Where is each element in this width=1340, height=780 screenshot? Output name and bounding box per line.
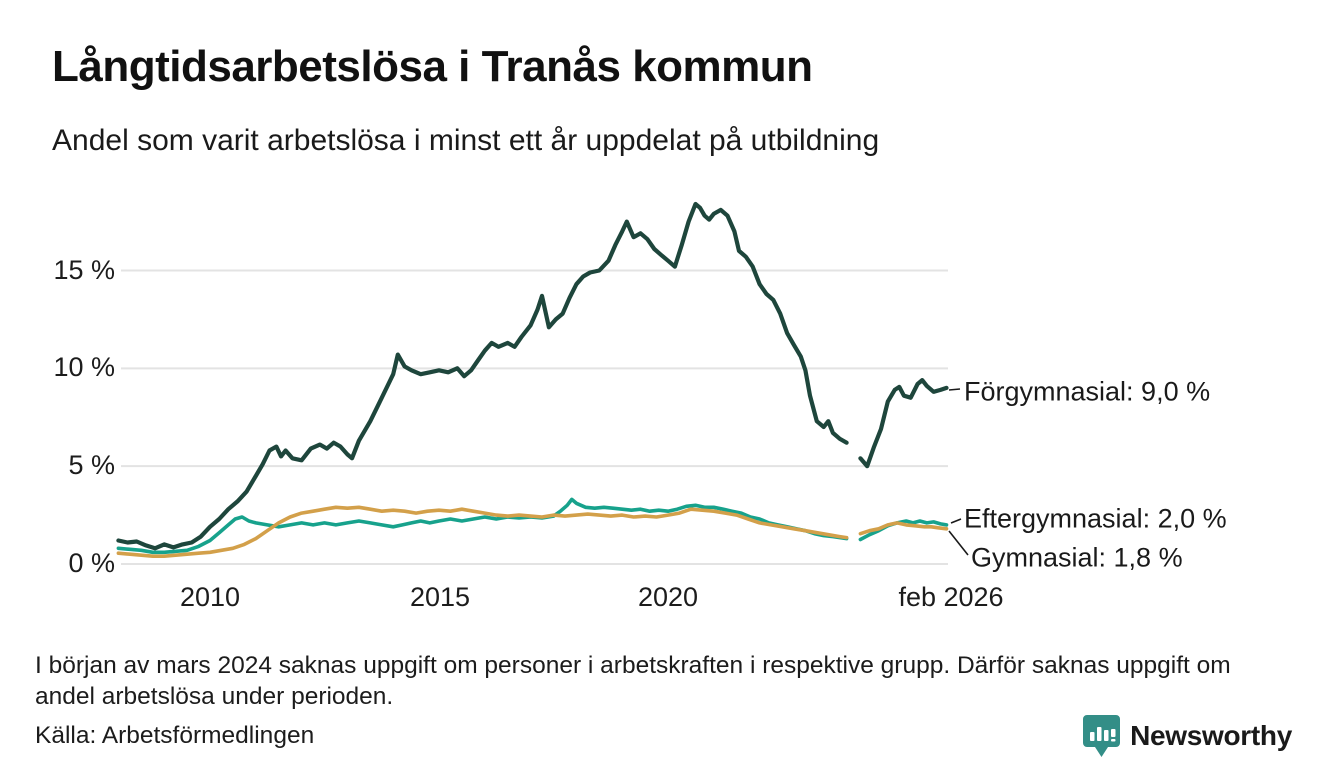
series-line-gymnasial — [116, 505, 949, 558]
leader-line-2 — [948, 530, 969, 556]
y-axis-tick-0: 0 % — [68, 547, 115, 578]
series-label-eftergymnasial: Eftergymnasial: 2,0 % — [964, 503, 1227, 534]
series-line-eftergymnasial — [116, 497, 949, 555]
x-axis-tick-2010: 2010 — [179, 582, 241, 612]
newsworthy-wordmark: Newsworthy — [1130, 720, 1292, 751]
x-axis-tick-feb-2026: feb 2026 — [898, 582, 1004, 612]
leader-line-0 — [948, 388, 961, 391]
chart-subtitle: Andel som varit arbetslösa i minst ett å… — [52, 124, 880, 157]
series-label-gymnasial: Gymnasial: 1,8 % — [971, 542, 1183, 573]
series-line-forgymnasial — [116, 201, 949, 551]
y-axis-tick-10: 10 % — [53, 351, 115, 382]
newsworthy-logo: Newsworthy — [1082, 714, 1292, 758]
series-label-forgymnasial: Förgymnasial: 9,0 % — [964, 376, 1211, 407]
y-axis-tick-15: 15 % — [53, 254, 115, 285]
page-title: Långtidsarbetslösa i Tranås kommun — [52, 42, 813, 91]
x-axis-tick-2020: 2020 — [637, 582, 699, 612]
y-axis-tick-5: 5 % — [68, 449, 115, 480]
newsworthy-pin-icon — [1083, 715, 1121, 757]
x-axis-tick-2015: 2015 — [409, 582, 471, 612]
leader-line-1 — [950, 518, 962, 524]
footnote-text: I början av mars 2024 saknas uppgift om … — [35, 652, 1231, 710]
source-text: Källa: Arbetsförmedlingen — [35, 722, 315, 749]
